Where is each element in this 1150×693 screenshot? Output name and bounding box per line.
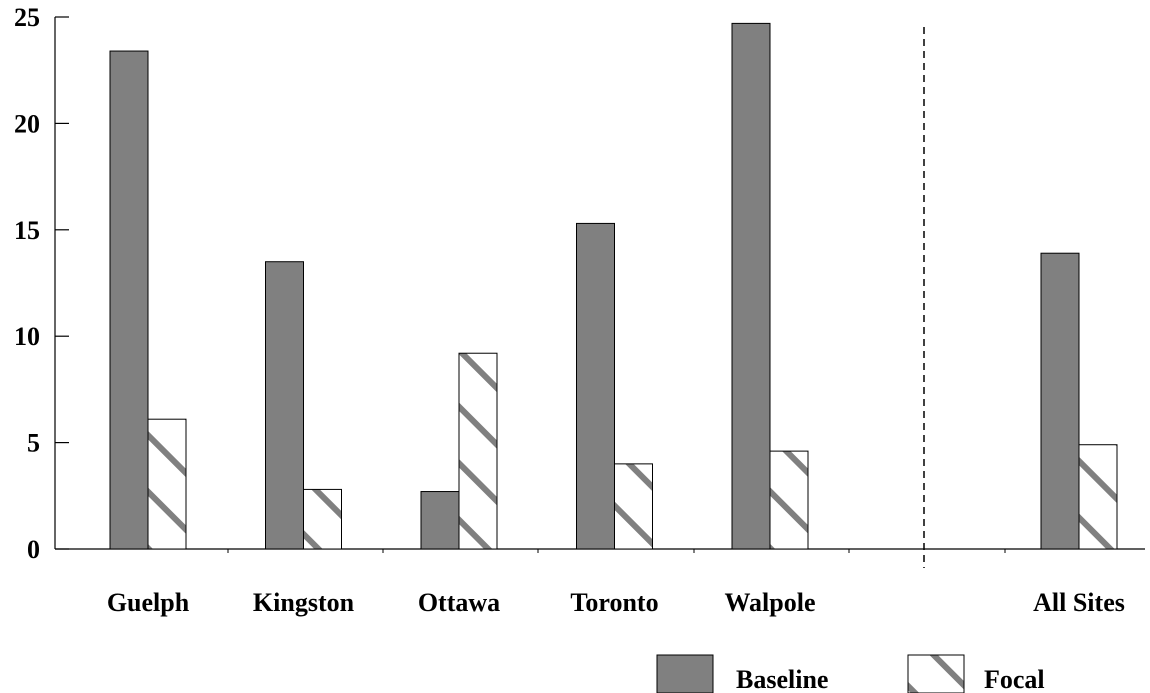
bar-baseline-ottawa xyxy=(420,491,460,550)
category-label: Toronto xyxy=(570,588,658,617)
legend: Baseline Focal xyxy=(656,654,1045,693)
y-tick-label: 0 xyxy=(27,535,40,564)
bar-baseline-all-sites xyxy=(1040,252,1080,550)
bar-baseline-kingston xyxy=(265,261,304,550)
bar-baseline-guelph xyxy=(109,50,149,550)
bar-focal-kingston xyxy=(303,488,342,550)
bars xyxy=(109,22,1118,550)
legend-swatch-focal xyxy=(907,654,965,693)
bar-focal-toronto xyxy=(614,463,653,550)
y-tick-label: 15 xyxy=(14,216,40,245)
category-label: Guelph xyxy=(107,588,190,617)
category-label: Kingston xyxy=(253,588,355,617)
y-tick-label: 20 xyxy=(14,109,40,138)
legend-label-focal: Focal xyxy=(984,665,1045,693)
bar-focal-walpole xyxy=(769,450,809,550)
category-label: Ottawa xyxy=(418,588,500,617)
bar-focal-ottawa xyxy=(458,352,498,550)
bar-baseline-toronto xyxy=(576,222,615,550)
category-label: All Sites xyxy=(1033,588,1125,617)
y-tick-label: 10 xyxy=(14,322,40,351)
category-label: Walpole xyxy=(724,588,815,617)
legend-swatch-baseline xyxy=(656,654,714,693)
category-labels: Guelph Kingston Ottawa Toronto Walpole All Si… xyxy=(107,588,1125,617)
y-axis: 0 5 10 15 20 25 xyxy=(14,3,69,564)
bar-focal-guelph xyxy=(147,418,187,550)
bar-baseline-walpole xyxy=(731,22,771,550)
y-tick-label: 5 xyxy=(27,429,40,458)
bar-focal-all-sites xyxy=(1078,444,1118,550)
y-tick-label: 25 xyxy=(14,3,40,32)
legend-label-baseline: Baseline xyxy=(736,665,828,693)
